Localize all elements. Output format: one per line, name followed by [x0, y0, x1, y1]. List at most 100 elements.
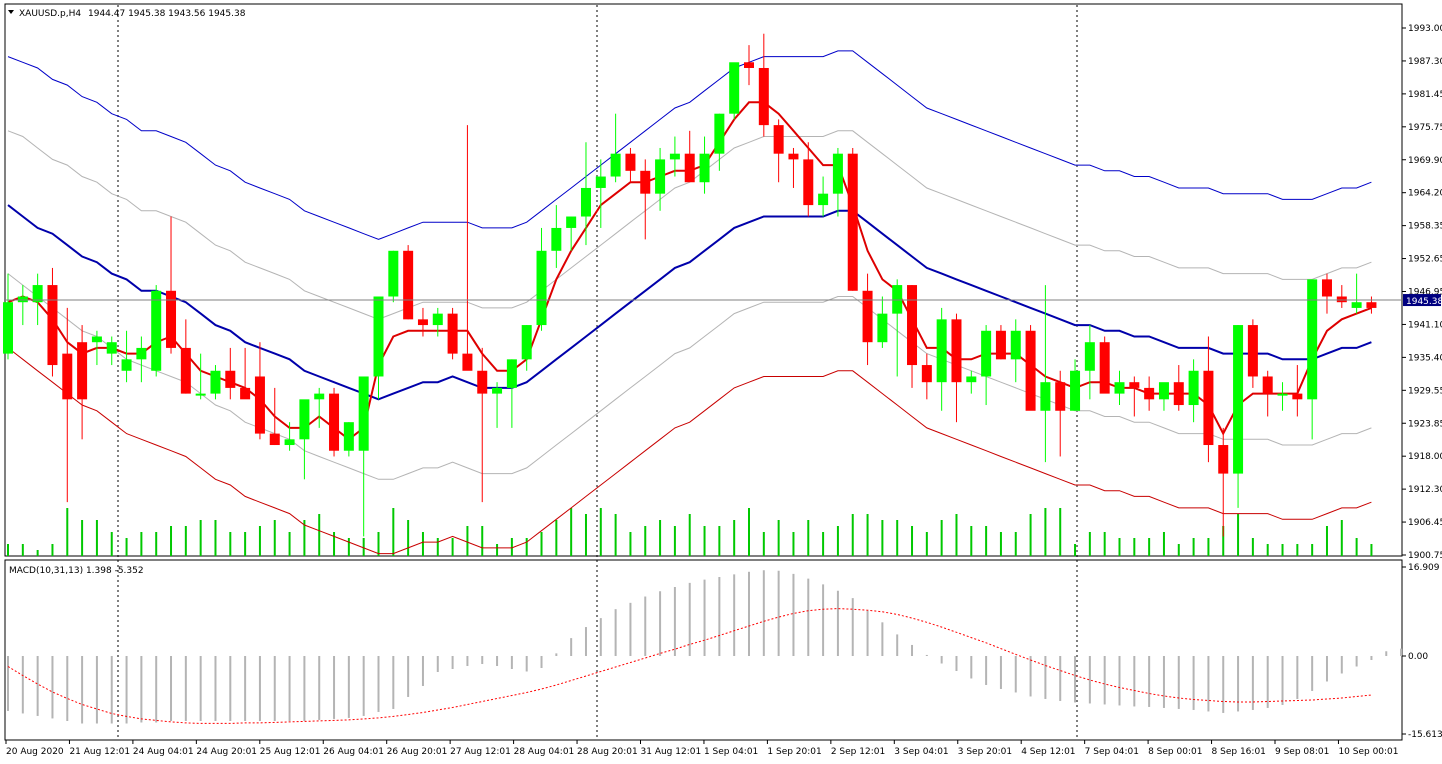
bull-candle: [595, 159, 606, 228]
candle-body: [1070, 370, 1081, 411]
bull-candle: [91, 330, 102, 366]
bull-candle: [106, 336, 117, 366]
candle-body: [417, 319, 428, 326]
bull-candle: [1010, 319, 1021, 383]
bull-candle: [17, 285, 28, 326]
price-tick-label: 1923.85: [1408, 419, 1442, 429]
line-env-inner-lower: [7, 273, 1372, 480]
bull-candle: [580, 142, 591, 246]
symbol-dropdown-icon[interactable]: [8, 10, 14, 14]
time-tick-label: 28 Aug 04:01: [514, 747, 575, 757]
bull-candle: [3, 273, 13, 360]
bear-candle: [1025, 325, 1036, 411]
bear-candle: [1336, 285, 1347, 308]
bull-candle: [299, 399, 310, 480]
candle-body: [640, 170, 651, 194]
candle-body: [1099, 342, 1110, 394]
candle-body: [832, 153, 843, 194]
candle-body: [403, 250, 414, 320]
candle-body: [1203, 370, 1214, 446]
candle-body: [1218, 445, 1229, 474]
time-tick-label: 2 Sep 12:01: [831, 747, 885, 757]
price-tick-label: 1912.30: [1408, 485, 1442, 495]
bear-candle: [640, 159, 651, 240]
candle-body: [610, 153, 621, 177]
candle-body: [1144, 387, 1155, 400]
price-axis: 1993.00 1987.30 1981.45 1975.75 1969.90 1964.…: [1402, 24, 1442, 561]
bear-candle: [995, 325, 1006, 360]
candle-body: [121, 359, 132, 371]
bear-candle: [921, 353, 932, 400]
time-tick-label: 3 Sep 04:01: [894, 747, 948, 757]
time-tick-label: 26 Aug 20:01: [387, 747, 448, 757]
bull-candle: [121, 330, 132, 383]
candle-body: [907, 285, 918, 366]
volume-bars: [7, 508, 1373, 556]
candle-body: [1247, 325, 1258, 377]
candle-body: [892, 285, 903, 314]
ohlc-label: 1944.47 1945.38 1943.56 1945.38: [88, 9, 246, 19]
price-tick-label: 1900.75: [1408, 551, 1442, 561]
bear-candle: [1292, 365, 1303, 417]
candle-body: [669, 153, 680, 160]
candle-body: [492, 387, 503, 394]
bull-candle: [714, 113, 725, 171]
bull-candle: [1233, 325, 1244, 508]
bear-candle: [907, 285, 918, 388]
bear-candle: [625, 147, 636, 183]
price-tick-label: 1941.10: [1408, 320, 1442, 330]
bear-candle: [1099, 336, 1110, 394]
macd-axis: 16.909 0.00 -15.613: [1402, 563, 1442, 740]
bear-candle: [1173, 365, 1184, 411]
bear-candle: [254, 342, 265, 440]
bull-candle: [195, 353, 206, 400]
bull-candle: [358, 376, 369, 537]
candle-body: [1129, 382, 1140, 388]
candle-body: [477, 370, 488, 394]
bear-candle: [477, 347, 488, 503]
bull-candle: [388, 250, 399, 303]
price-tick-label: 1964.20: [1408, 189, 1442, 199]
line-ma-mid: [7, 204, 1372, 401]
time-tick-label: 1 Sep 04:01: [704, 747, 758, 757]
candle-body: [1366, 302, 1377, 308]
candle-body: [195, 393, 206, 396]
bull-candle: [1070, 359, 1081, 411]
candle-body: [921, 365, 932, 383]
price-tick-label: 1969.90: [1408, 156, 1442, 166]
bear-candle: [329, 387, 340, 457]
candle-body: [329, 393, 340, 451]
bear-candle: [180, 319, 191, 394]
bull-candle: [729, 62, 740, 120]
candle-body: [77, 342, 88, 400]
candle-body: [299, 399, 310, 440]
bull-candle: [832, 147, 843, 217]
candle-body: [506, 359, 517, 388]
bear-candle: [1321, 273, 1332, 314]
candle-body: [210, 370, 221, 394]
bear-candle: [403, 245, 414, 320]
candle-body: [447, 313, 458, 354]
bull-candle: [818, 176, 829, 217]
candle-body: [47, 285, 58, 366]
bull-candle: [1040, 285, 1051, 463]
candle-body: [1336, 296, 1347, 303]
bull-candle: [521, 325, 532, 371]
time-tick-label: 24 Aug 20:01: [196, 747, 257, 757]
candle-body: [1292, 393, 1303, 400]
bear-candle: [773, 119, 784, 183]
time-tick-label: 10 Sep 00:01: [1338, 747, 1398, 757]
bear-candle: [803, 142, 814, 217]
bull-candle: [966, 370, 977, 394]
candle-body: [803, 159, 814, 206]
candle-body: [1173, 382, 1184, 406]
bear-candle: [758, 33, 769, 137]
candle-body: [180, 347, 191, 394]
bear-candle: [1129, 376, 1140, 417]
bear-candle: [1055, 370, 1066, 457]
candle-body: [714, 113, 725, 154]
bull-candle: [432, 307, 443, 337]
price-tick-label: 1906.45: [1408, 518, 1442, 528]
bull-candle: [506, 359, 517, 428]
candle-body: [744, 62, 754, 68]
